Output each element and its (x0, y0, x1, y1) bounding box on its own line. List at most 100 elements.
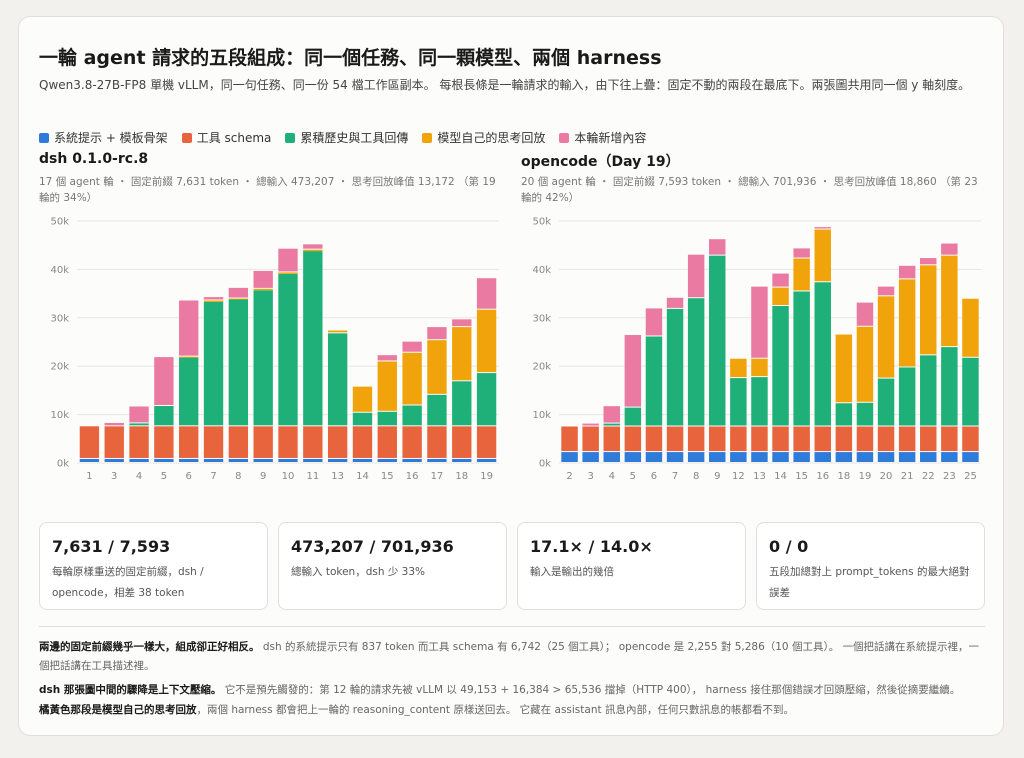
legend-swatch (39, 132, 49, 143)
bar-segment (856, 402, 874, 426)
bar-segment (253, 290, 273, 426)
bar-segment (751, 377, 768, 426)
bar-segment (624, 426, 642, 452)
bar-segment (709, 452, 726, 462)
legend-label: 工具 schema (196, 131, 272, 145)
bar-segment (856, 452, 874, 462)
bar-segment (793, 258, 810, 291)
legend-swatch (285, 132, 296, 143)
chart-title-dsh: dsh 0.1.0-rc.8 (39, 151, 149, 167)
bar-segment (687, 298, 705, 426)
bar-segment (476, 278, 497, 309)
note-text: ，兩個 harness 都會把上一輪的 reasoning_content 原樣… (196, 704, 794, 716)
bar-segment (666, 308, 684, 426)
bar-segment (582, 423, 599, 426)
legend-item-tools: 工具 schema (181, 129, 272, 146)
x-tick-label: 9 (260, 471, 266, 482)
bar-segment (452, 327, 472, 381)
bar-segment (772, 287, 789, 305)
chart-legend: 系統提示 + 模板骨架 工具 schema 累積歷史與工具回傳 模型自己的思考回… (39, 129, 646, 146)
bar-segment (941, 255, 958, 347)
stat-value: 7,631 / 7,593 (52, 537, 171, 556)
bar-segment (427, 458, 447, 462)
bar-segment (179, 357, 199, 426)
y-tick-label: 20k (50, 362, 69, 373)
y-tick-label: 50k (532, 217, 551, 228)
stat-value: 17.1× / 14.0× (530, 537, 653, 556)
bar-segment (154, 458, 174, 462)
bar-segment (814, 229, 831, 282)
legend-label: 本輪新增內容 (574, 131, 647, 145)
legend-swatch (559, 132, 570, 143)
bar-segment (920, 258, 937, 265)
bar-segment (253, 270, 273, 288)
bar-segment (179, 300, 199, 356)
y-tick-label: 10k (532, 410, 551, 421)
y-tick-label: 30k (532, 313, 551, 324)
bar-segment (898, 279, 916, 367)
bar-segment (793, 426, 810, 452)
bar-segment (624, 407, 642, 426)
bar-segment (129, 426, 149, 458)
bar-segment (856, 326, 874, 402)
x-tick-label: 11 (306, 471, 319, 482)
x-tick-label: 18 (837, 471, 850, 482)
x-tick-label: 2 (566, 471, 572, 482)
bar-segment (687, 452, 705, 462)
bar-segment (253, 288, 273, 291)
bar-segment (278, 272, 298, 274)
legend-item-history: 累積歷史與工具回傳 (285, 129, 408, 146)
bar-segment (377, 426, 397, 458)
y-tick-label: 0k (539, 459, 551, 470)
bar-segment (645, 336, 663, 426)
bar-segment (772, 305, 789, 426)
x-tick-label: 21 (901, 471, 914, 482)
bar-segment (327, 333, 348, 426)
bar-segment (835, 426, 853, 452)
bar-segment (624, 335, 642, 407)
bar-segment (730, 358, 747, 378)
bar-segment (253, 426, 273, 458)
x-tick-label: 6 (651, 471, 657, 482)
bar-segment (666, 452, 684, 462)
bar-segment (427, 394, 447, 426)
bar-segment (962, 298, 979, 357)
bar-segment (877, 452, 895, 462)
stat-card-total-input: 473,207 / 701,936 總輸入 token，dsh 少 33% (278, 522, 507, 610)
x-tick-label: 7 (210, 471, 216, 482)
x-tick-label: 3 (587, 471, 593, 482)
x-tick-label: 19 (480, 471, 493, 482)
bar-segment (793, 248, 810, 258)
note-text: 它不是預先觸發的：第 12 輪的請求先被 vLLM 以 49,153 + 16,… (221, 684, 961, 696)
bar-segment (203, 297, 224, 300)
x-tick-label: 19 (859, 471, 872, 482)
bar-segment (203, 300, 224, 302)
bar-segment (79, 458, 100, 462)
x-tick-label: 15 (381, 471, 394, 482)
legend-item-reasoning: 模型自己的思考回放 (422, 129, 545, 146)
bar-segment (709, 255, 726, 426)
bar-segment (129, 458, 149, 462)
bar-segment (751, 286, 768, 358)
bar-segment (179, 458, 199, 462)
bar-segment (402, 458, 422, 462)
bar-segment (203, 426, 224, 458)
y-tick-label: 50k (50, 217, 69, 228)
bar-segment (835, 452, 853, 462)
x-tick-label: 22 (922, 471, 935, 482)
x-tick-label: 4 (609, 471, 615, 482)
bar-segment (452, 426, 472, 458)
bar-segment (814, 452, 831, 462)
bar-segment (898, 367, 916, 426)
stat-card-error: 0 / 0 五段加總對上 prompt_tokens 的最大絕對誤差 (756, 522, 985, 610)
bar-segment (154, 357, 174, 405)
bar-segment (352, 386, 373, 412)
bar-segment (179, 356, 199, 358)
bar-segment (751, 452, 768, 462)
bar-segment (427, 426, 447, 458)
x-tick-label: 23 (943, 471, 956, 482)
bar-segment (327, 458, 348, 462)
bar-segment (603, 406, 620, 423)
bar-segment (476, 309, 497, 373)
